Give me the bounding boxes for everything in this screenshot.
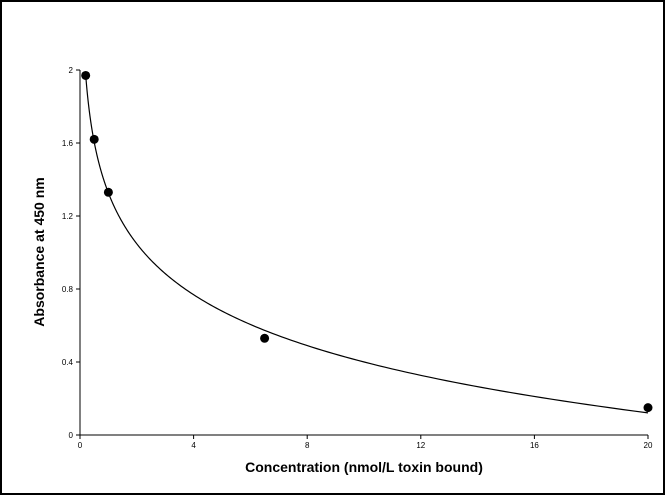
y-tick-label: 0.8 — [62, 285, 74, 294]
x-tick-label: 4 — [191, 441, 196, 450]
data-point — [89, 134, 99, 144]
data-point — [260, 333, 270, 343]
x-tick-label: 16 — [530, 441, 539, 450]
trend-line — [85, 74, 649, 414]
y-tick-label: 0 — [69, 431, 74, 440]
x-tick-label: 20 — [644, 441, 653, 450]
data-point — [103, 187, 113, 197]
x-tick-label: 12 — [416, 441, 425, 450]
x-axis-title: Concentration (nmol/L toxin bound) — [245, 459, 483, 475]
y-tick-label: 1.6 — [62, 139, 74, 148]
x-tick-label: 8 — [305, 441, 310, 450]
y-tick-label: 2 — [69, 66, 74, 75]
data-point — [81, 70, 91, 80]
x-tick-label: 0 — [78, 441, 83, 450]
data-point — [643, 403, 653, 413]
y-tick-label: 0.4 — [62, 358, 74, 367]
y-tick-label: 1.2 — [62, 212, 74, 221]
y-axis-title: Absorbance at 450 nm — [31, 177, 47, 326]
plot-area: 0 4 8 12 16 20 0 0.4 0.8 1.2 1.6 2 — [62, 66, 653, 450]
